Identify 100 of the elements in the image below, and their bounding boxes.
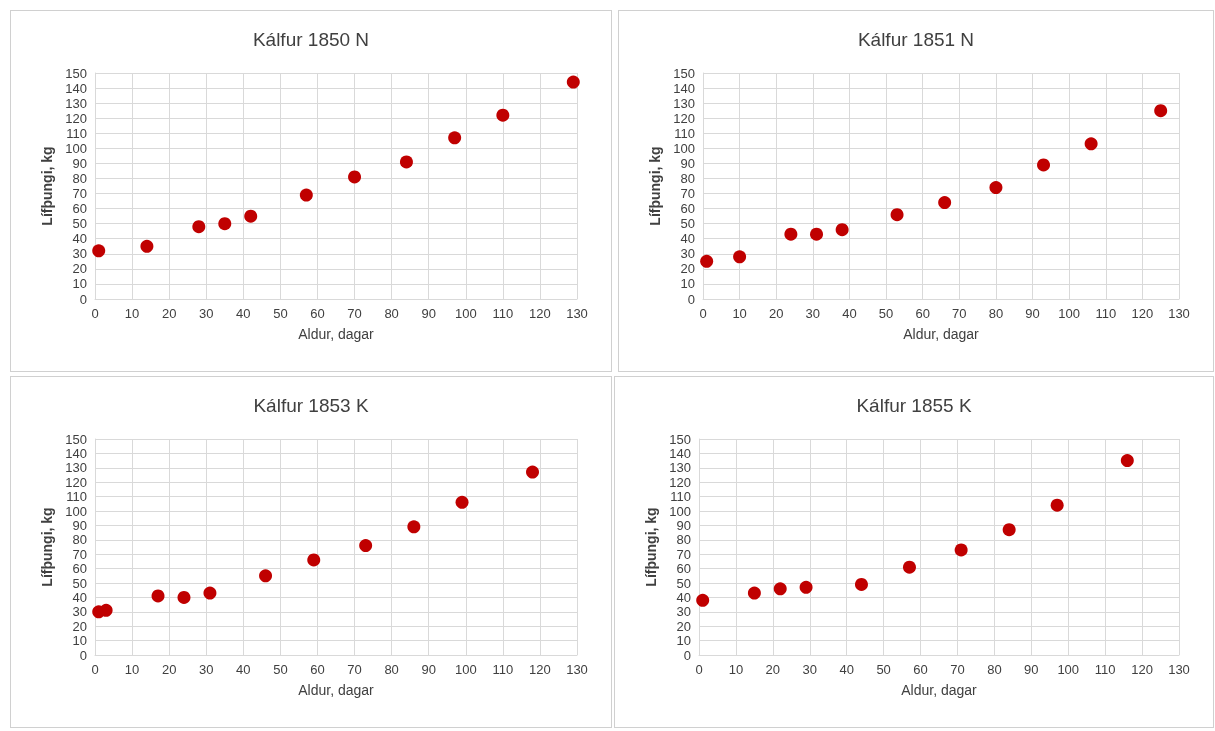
x-tick-label: 110 [1095, 306, 1117, 321]
point [203, 586, 217, 600]
y-tick-label: 100 [65, 140, 87, 156]
y-tick-label: 80 [72, 170, 87, 186]
x-tick-label: 70 [347, 662, 362, 677]
x-tick-label: 70 [347, 306, 362, 321]
point [448, 131, 462, 145]
x-tick-label: 50 [273, 306, 288, 321]
y-tick-label: 50 [676, 575, 691, 591]
y-axis-title: Lífþungi, kg [39, 146, 56, 226]
y-tick-label: 90 [680, 155, 695, 171]
y-tick-label: 150 [669, 431, 691, 447]
y-tick-label: 70 [72, 186, 87, 202]
point [526, 465, 540, 479]
point [177, 590, 191, 604]
x-tick-label: 50 [876, 662, 891, 677]
x-tick-label: 100 [454, 662, 477, 677]
x-tick-label: 60 [913, 662, 928, 677]
x-tick-label: 30 [805, 306, 821, 321]
x-tick-label: 0 [91, 306, 99, 321]
x-tick-label: 80 [987, 662, 1002, 677]
y-tick-label: 50 [680, 216, 695, 232]
y-tick-label: 110 [66, 125, 87, 141]
x-tick-label: 50 [878, 306, 894, 321]
point [496, 108, 510, 122]
y-tick-label: 130 [669, 460, 691, 476]
y-tick-label: 100 [669, 503, 691, 519]
x-tick-label: 40 [842, 306, 857, 321]
point [700, 254, 714, 268]
x-tick-label: 10 [124, 306, 140, 321]
point [307, 553, 321, 567]
x-tick-label: 110 [492, 306, 514, 321]
point [348, 170, 362, 184]
point [784, 227, 798, 241]
point [890, 208, 904, 222]
point [218, 217, 232, 231]
point [1084, 137, 1098, 151]
point [854, 577, 868, 591]
point [954, 543, 968, 557]
point [1037, 158, 1051, 172]
y-tick-label: 100 [65, 503, 87, 519]
x-tick-label: 60 [310, 662, 325, 677]
point [99, 603, 113, 617]
y-tick-label: 90 [676, 517, 691, 533]
x-tick-label: 120 [529, 306, 551, 321]
x-tick-label: 20 [765, 662, 781, 677]
point [989, 181, 1003, 194]
point [1050, 498, 1064, 512]
x-tick-label: 0 [91, 662, 99, 677]
y-tick-label: 20 [676, 618, 691, 634]
y-axis-title: Lífþungi, kg [647, 146, 664, 226]
x-tick-label: 100 [1058, 306, 1081, 321]
x-tick-label: 30 [802, 662, 817, 677]
y-tick-label: 50 [72, 216, 87, 232]
x-tick-label: 130 [1168, 306, 1190, 321]
point [902, 560, 916, 574]
x-tick-label: 40 [236, 306, 251, 321]
y-tick-label: 80 [72, 532, 87, 548]
y-tick-label: 150 [673, 65, 695, 81]
point [1154, 104, 1168, 118]
point [299, 188, 313, 202]
y-tick-label: 120 [65, 110, 87, 126]
x-tick-label: 70 [952, 306, 967, 321]
point [566, 75, 580, 89]
x-tick-label: 90 [421, 306, 436, 321]
point [244, 209, 258, 223]
point [359, 539, 373, 553]
point [810, 227, 824, 241]
x-axis-title: Aldur, dagar [903, 326, 980, 342]
x-tick-label: 10 [732, 306, 747, 321]
y-tick-label: 150 [65, 65, 87, 81]
y-tick-label: 140 [669, 445, 691, 461]
y-tick-label: 130 [673, 95, 695, 111]
chart-title: Kálfur 1855 K [856, 395, 972, 416]
y-tick-label: 120 [65, 474, 87, 490]
y-tick-label: 60 [72, 201, 87, 217]
y-tick-label: 60 [72, 561, 87, 577]
x-tick-label: 100 [1057, 662, 1080, 677]
y-tick-label: 120 [669, 474, 691, 490]
x-tick-label: 120 [529, 662, 551, 677]
x-tick-label: 70 [950, 662, 965, 677]
y-tick-label: 20 [72, 261, 87, 277]
y-tick-label: 110 [670, 489, 691, 505]
y-tick-label: 70 [676, 546, 691, 562]
x-axis-title: Aldur, dagar [298, 682, 375, 698]
y-tick-label: 90 [72, 517, 87, 533]
y-tick-label: 10 [72, 276, 87, 292]
y-tick-label: 140 [65, 80, 87, 96]
y-axis-title: Lífþungi, kg [39, 507, 56, 587]
y-tick-label: 130 [65, 95, 87, 111]
y-tick-label: 140 [65, 445, 87, 461]
x-axis-title: Aldur, dagar [901, 682, 978, 698]
y-tick-label: 140 [673, 80, 695, 96]
point [747, 586, 761, 600]
x-tick-label: 120 [1131, 662, 1153, 677]
y-tick-label: 90 [72, 155, 87, 171]
y-tick-label: 0 [683, 647, 691, 663]
y-tick-label: 80 [680, 170, 695, 186]
y-tick-label: 10 [676, 633, 691, 649]
point [92, 244, 106, 258]
